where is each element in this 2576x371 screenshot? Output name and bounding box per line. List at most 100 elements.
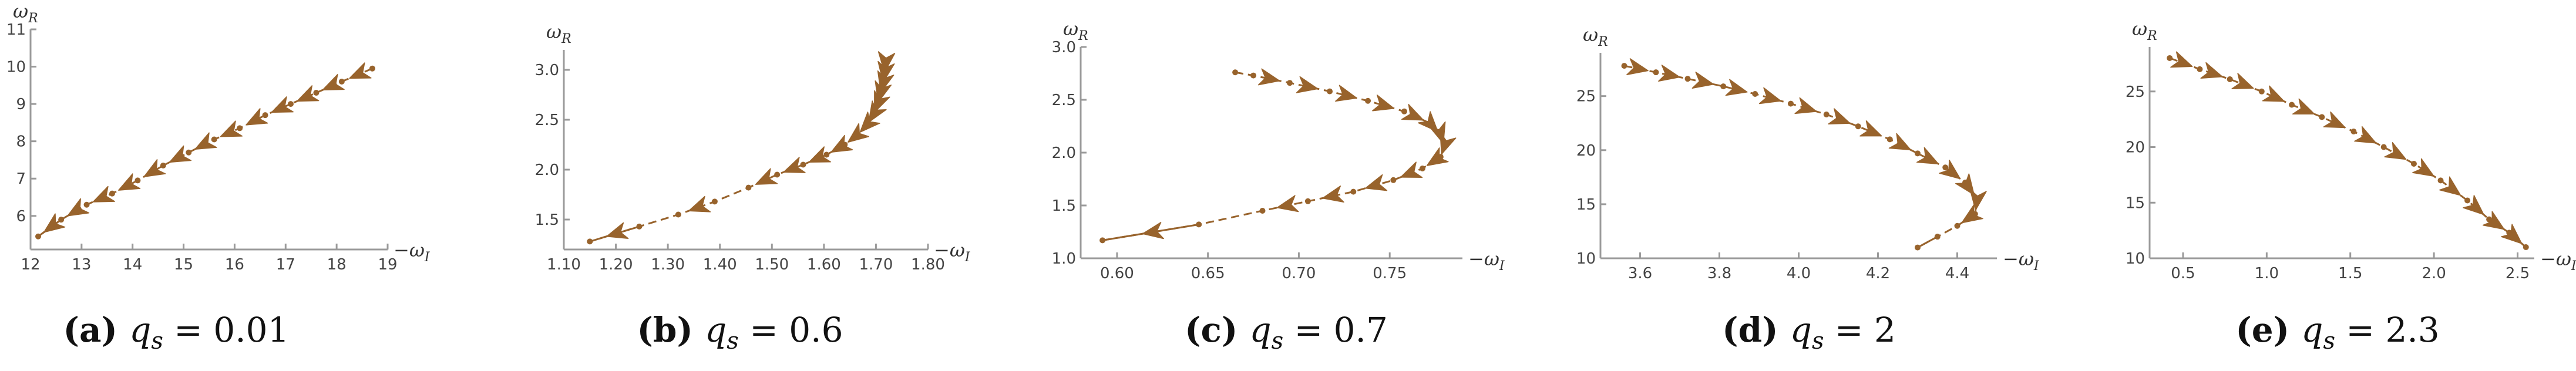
y-tick-label: 3.0 — [535, 62, 559, 79]
direction-arrow — [2292, 98, 2315, 115]
data-point — [1855, 123, 1861, 130]
direction-arrow — [1417, 111, 1438, 133]
x-axis-label: −ωI — [2540, 248, 2576, 274]
direction-arrow — [606, 222, 629, 239]
y-tick-label: 25 — [1576, 88, 1596, 106]
data-point — [262, 112, 268, 119]
y-axis-label: ωR — [1583, 23, 1608, 49]
data-point — [1942, 164, 1949, 171]
panel-d: 3.6 3.8 4.0 4.2 4.4 10 15 20 25 −ωI ωR (d) qs = 2 — [1576, 23, 2040, 355]
direction-arrow — [2384, 142, 2407, 160]
x-tick-label: 0.75 — [1373, 265, 1407, 282]
panel-b: 1.10 1.20 1.30 1.40 1.50 1.60 1.70 1.80 1.5 2.0 2.… — [535, 21, 971, 355]
data-point — [160, 162, 166, 168]
data-point — [1099, 237, 1106, 244]
x-axis-label: −ωI — [394, 239, 431, 265]
direction-arrow — [848, 123, 870, 143]
y-axis-label: ωR — [546, 21, 571, 46]
y-tick-label: 20 — [2126, 139, 2145, 157]
data-point — [1350, 188, 1357, 195]
x-tick-label: 0.65 — [1191, 265, 1225, 282]
direction-arrow — [246, 108, 268, 126]
x-tick-label: 0.60 — [1100, 265, 1134, 282]
data-point — [2464, 197, 2471, 204]
x-axis-label: −ωI — [1468, 248, 1505, 274]
data-point — [1419, 166, 1425, 171]
x-tick-label: 4.2 — [1866, 265, 1890, 282]
series-line — [589, 65, 886, 242]
y-tick-label: 8 — [16, 133, 26, 151]
data-point — [2350, 129, 2357, 134]
panel-caption: (a) qs = 0.01 — [63, 310, 290, 355]
direction-arrow — [1400, 161, 1423, 178]
data-point — [1304, 198, 1311, 204]
data-point — [2167, 55, 2173, 61]
x-tick-label: 19 — [378, 256, 397, 274]
direction-arrow — [1322, 186, 1344, 203]
data-point — [2319, 114, 2325, 120]
data-point — [1232, 69, 1239, 76]
direction-arrow — [169, 145, 192, 163]
direction-arrow — [297, 85, 320, 102]
direction-arrow — [2170, 51, 2193, 68]
direction-arrow — [1916, 147, 1939, 165]
direction-arrow — [877, 70, 894, 93]
direction-arrow — [92, 186, 115, 203]
data-point — [1788, 100, 1794, 107]
direction-arrow — [1335, 85, 1357, 102]
data-point — [1720, 83, 1727, 90]
direction-arrow — [43, 213, 66, 233]
direction-arrow — [2439, 176, 2461, 196]
data-point — [1752, 91, 1758, 97]
data-point — [711, 198, 718, 205]
data-point — [774, 171, 781, 178]
direction-arrow — [2482, 211, 2505, 230]
direction-arrow — [1626, 58, 1649, 76]
data-point — [313, 90, 320, 96]
direction-arrow — [1961, 204, 1983, 224]
data-point — [109, 190, 115, 197]
data-point — [186, 149, 192, 156]
direction-arrow — [874, 90, 890, 113]
direction-arrow — [868, 100, 887, 123]
direction-arrow — [2354, 126, 2377, 144]
x-tick-label: 1.0 — [2255, 265, 2279, 282]
y-tick-label: 2.5 — [535, 112, 559, 129]
x-tick-label: 1.30 — [651, 256, 685, 274]
series-line — [38, 68, 373, 238]
x-axis-label: −ωI — [2003, 248, 2040, 274]
x-tick-label: 12 — [21, 256, 40, 274]
data-point — [823, 151, 830, 158]
data-point — [1653, 69, 1659, 76]
data-point — [2486, 216, 2493, 222]
data-point — [134, 177, 141, 184]
panel-caption: (c) qs = 0.7 — [1185, 310, 1388, 355]
direction-arrow — [2262, 85, 2285, 102]
direction-arrow — [1725, 79, 1748, 96]
direction-arrow — [2463, 195, 2484, 215]
direction-arrow — [67, 198, 90, 217]
direction-arrow — [1859, 120, 1882, 137]
data-point — [2197, 66, 2203, 72]
y-tick-label: 11 — [6, 21, 26, 39]
x-tick-label: 14 — [123, 256, 142, 274]
x-tick-label: 1.40 — [703, 256, 737, 274]
x-tick-label: 3.6 — [1628, 265, 1652, 282]
x-tick-label: 1.80 — [911, 256, 945, 274]
x-tick-label: 1.70 — [859, 256, 893, 274]
x-tick-label: 15 — [174, 256, 193, 274]
direction-arrow — [271, 96, 294, 113]
x-tick-label: 1.10 — [547, 256, 581, 274]
data-point — [800, 161, 806, 168]
y-tick-label: 25 — [2126, 83, 2145, 101]
direction-arrow — [830, 134, 853, 153]
y-tick-label: 7 — [16, 170, 26, 188]
x-tick-label: 1.20 — [599, 256, 633, 274]
data-point — [338, 78, 345, 85]
data-point — [1259, 208, 1266, 214]
data-point — [1886, 136, 1893, 143]
x-tick-label: 1.60 — [807, 256, 841, 274]
data-point — [1250, 72, 1257, 79]
direction-arrow — [1969, 188, 1987, 211]
x-tick-label: 17 — [276, 256, 295, 274]
